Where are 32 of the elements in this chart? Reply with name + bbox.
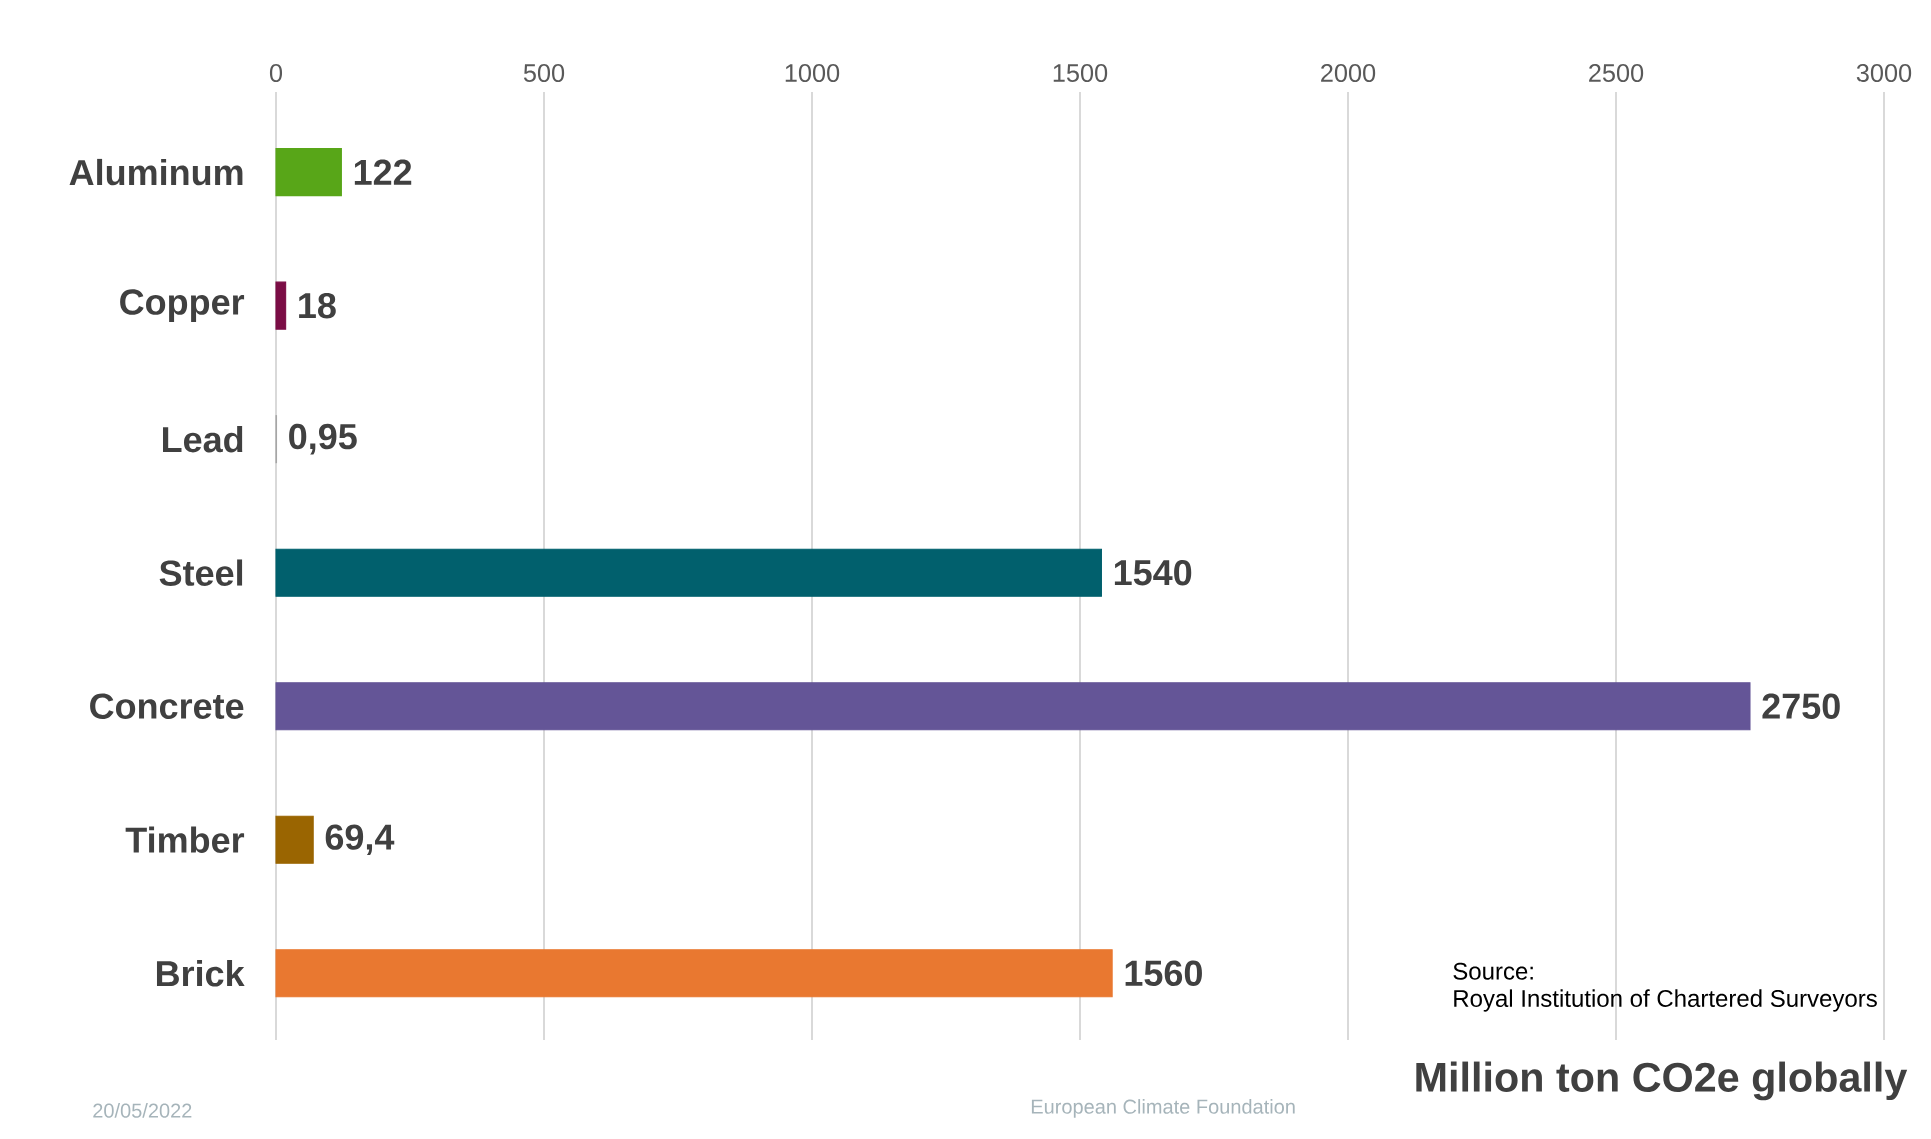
y-tick-label: Aluminum <box>69 158 243 186</box>
y-tick-label: Copper <box>120 289 245 322</box>
x-axis-title: Million ton CO2e globally <box>1416 1061 1908 1101</box>
y-tick-label: Concrete <box>90 693 244 719</box>
y-tick-label: Lead <box>163 425 243 453</box>
data-label: 1540 <box>1114 559 1192 586</box>
bar <box>275 148 342 197</box>
x-tick-label: 0 <box>269 64 283 82</box>
x-tick-label: 1500 <box>1053 64 1108 82</box>
x-tick-label: 500 <box>523 64 565 82</box>
data-label: 0,95 <box>289 423 357 455</box>
data-label: 1560 <box>1125 960 1202 986</box>
data-label: 2750 <box>1762 693 1840 719</box>
x-tick-label: 2000 <box>1321 64 1376 82</box>
annotation: Royal Institution of Chartered Surveyors <box>1454 989 1877 1012</box>
y-tick-label: Brick <box>156 960 245 987</box>
annotation: Source: <box>1453 962 1533 980</box>
text: 20/05/2022 <box>93 1103 192 1118</box>
bar <box>275 815 314 864</box>
x-tick-label: 2500 <box>1589 64 1644 82</box>
x-tick-label: 1000 <box>785 64 840 82</box>
data-label: 122 <box>354 159 412 185</box>
bar <box>275 548 1102 597</box>
x-tick-label: 3000 <box>1856 64 1912 82</box>
data-label: 18 <box>299 292 336 319</box>
bar <box>275 949 1113 998</box>
text: European Climate Foundation <box>1031 1099 1295 1118</box>
bar <box>275 682 1751 731</box>
y-tick-label: Timber <box>125 826 245 853</box>
data-label: 69,4 <box>325 824 395 856</box>
bar <box>275 281 287 330</box>
y-tick-label: Steel <box>159 559 243 586</box>
